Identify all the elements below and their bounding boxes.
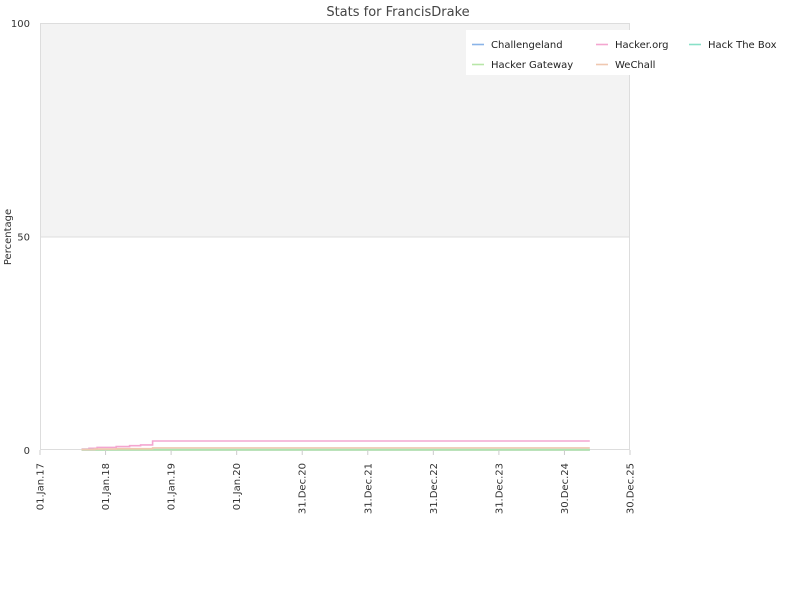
x-tick-label: 01.Jan.19: [167, 463, 178, 510]
series-line-wechall: [81, 447, 590, 451]
y-axis-ticks: 0 50 100: [11, 19, 30, 457]
legend-label-hack-the-box: Hack The Box: [708, 40, 777, 51]
series-layer: [81, 440, 590, 451]
x-tick-label: 01.Jan.20: [232, 463, 243, 510]
legend-label-hacker-org: Hacker.org: [615, 40, 669, 51]
legend-background: [466, 30, 630, 75]
legend-label-wechall: WeChall: [615, 60, 655, 71]
y-tick-label: 100: [11, 19, 30, 30]
legend: Challengeland Hacker.org Hack The Box Hacke…: [466, 30, 777, 75]
x-tick-label: 01.Jan.18: [101, 463, 112, 510]
x-tick-label: 31.Dec.22: [429, 463, 440, 514]
y-tick-label: 50: [17, 233, 30, 244]
x-axis-ticks: 01.Jan.17 01.Jan.18 01.Jan.19 01.Jan.20 31.D…: [36, 450, 637, 514]
y-tick-label: 0: [24, 446, 30, 457]
series-line-hacker-org: [81, 440, 590, 450]
x-tick-label: 30.Dec.25: [626, 463, 637, 514]
x-tick-label: 31.Dec.20: [298, 463, 309, 514]
x-tick-label: 01.Jan.17: [36, 463, 47, 510]
y-axis-label: Percentage: [3, 209, 14, 265]
chart-title: Stats for FrancisDrake: [326, 5, 469, 20]
x-tick-label: 31.Dec.21: [363, 463, 374, 514]
legend-label-hacker-gateway: Hacker Gateway: [491, 60, 573, 71]
legend-label-challengeland: Challengeland: [491, 40, 563, 51]
x-tick-label: 30.Dec.24: [560, 463, 571, 514]
x-tick-label: 31.Dec.23: [494, 463, 505, 514]
